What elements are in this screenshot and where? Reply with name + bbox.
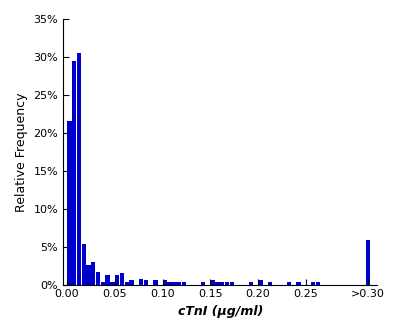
- Bar: [77, 53, 81, 285]
- Bar: [124, 282, 129, 285]
- Bar: [296, 282, 301, 285]
- Y-axis label: Relative Frequency: Relative Frequency: [15, 92, 28, 211]
- Bar: [311, 282, 315, 285]
- Bar: [144, 280, 148, 285]
- Bar: [72, 61, 76, 285]
- Bar: [366, 240, 370, 285]
- Bar: [67, 122, 72, 285]
- Bar: [220, 282, 224, 285]
- Bar: [153, 280, 158, 285]
- Bar: [249, 282, 253, 285]
- Bar: [129, 280, 134, 285]
- Bar: [82, 244, 86, 285]
- Bar: [91, 262, 96, 285]
- Bar: [287, 282, 291, 285]
- Bar: [210, 280, 215, 285]
- Bar: [230, 282, 234, 285]
- Bar: [105, 275, 110, 285]
- Bar: [101, 281, 105, 285]
- Bar: [225, 282, 229, 285]
- Bar: [268, 282, 272, 285]
- Bar: [120, 273, 124, 285]
- Bar: [177, 282, 182, 285]
- Bar: [172, 282, 177, 285]
- Bar: [96, 272, 100, 285]
- Bar: [316, 282, 320, 285]
- Bar: [168, 282, 172, 285]
- Bar: [215, 282, 220, 285]
- Bar: [86, 265, 91, 285]
- Bar: [182, 282, 186, 285]
- Bar: [115, 275, 119, 285]
- Bar: [163, 280, 167, 285]
- Bar: [201, 282, 205, 285]
- Bar: [139, 279, 143, 285]
- Bar: [258, 280, 263, 285]
- X-axis label: cTnI (μg/ml): cTnI (μg/ml): [178, 305, 263, 318]
- Bar: [110, 281, 114, 285]
